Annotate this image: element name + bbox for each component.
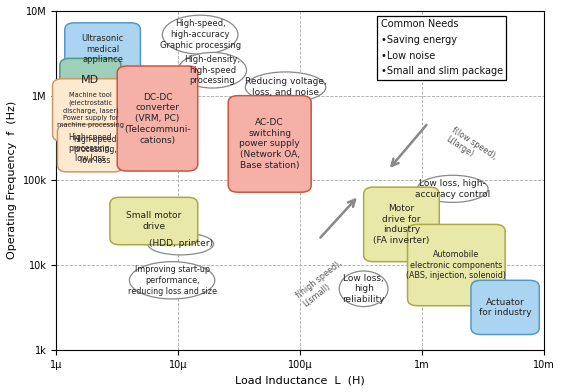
Text: Motor
drive for
industry
(FA inverter): Motor drive for industry (FA inverter): [373, 204, 429, 245]
FancyBboxPatch shape: [110, 197, 198, 245]
FancyBboxPatch shape: [53, 79, 128, 142]
Y-axis label: Operating Frequency  f  (Hz): Operating Frequency f (Hz): [7, 101, 17, 260]
Text: Low loss, high-
accuracy control: Low loss, high- accuracy control: [415, 179, 490, 199]
Text: MD: MD: [81, 75, 99, 85]
Text: Ultrasonic
medical
appliance: Ultrasonic medical appliance: [81, 34, 124, 64]
Text: Machine tool
(electrostatic
discharge, laser)
Power supply for
machine processin: Machine tool (electrostatic discharge, l…: [57, 92, 124, 128]
Text: Low loss,
high
reliability: Low loss, high reliability: [342, 274, 385, 304]
X-axis label: Load Inductance  L  (H): Load Inductance L (H): [235, 375, 365, 385]
FancyBboxPatch shape: [57, 124, 123, 172]
Ellipse shape: [339, 271, 388, 307]
FancyBboxPatch shape: [471, 280, 540, 334]
Ellipse shape: [245, 72, 326, 102]
Text: High-density,
high-speed
processing: High-density, high-speed processing: [184, 55, 241, 85]
Ellipse shape: [70, 132, 121, 168]
FancyBboxPatch shape: [65, 23, 140, 75]
Text: (HDD, printer): (HDD, printer): [149, 240, 212, 249]
Ellipse shape: [129, 262, 215, 299]
Ellipse shape: [148, 233, 214, 255]
FancyBboxPatch shape: [364, 187, 439, 262]
FancyBboxPatch shape: [407, 224, 505, 306]
Ellipse shape: [418, 175, 488, 202]
FancyBboxPatch shape: [228, 96, 311, 192]
Text: AC-DC
switching
power supply
(Network OA,
Base station): AC-DC switching power supply (Network OA…: [239, 118, 300, 170]
Text: High-speed
processing,
low loss: High-speed processing, low loss: [74, 134, 117, 165]
Text: Small motor
drive: Small motor drive: [126, 211, 182, 231]
Ellipse shape: [162, 15, 238, 54]
Ellipse shape: [178, 53, 247, 88]
Text: DC-DC
converter
(VRM, PC)
(Telecommuni-
cations): DC-DC converter (VRM, PC) (Telecommuni- …: [124, 93, 191, 145]
Text: High-speed,
high-accuracy
Graphic processing: High-speed, high-accuracy Graphic proces…: [160, 20, 241, 50]
Text: f(high speed),
L(small): f(high speed), L(small): [294, 258, 350, 309]
Text: Automobile
electronic components
(ABS, injection, solenoid): Automobile electronic components (ABS, i…: [406, 250, 506, 280]
Text: Actuator
for industry: Actuator for industry: [479, 298, 532, 317]
Text: Common Needs
•Saving energy
•Low noise
•Small and slim package: Common Needs •Saving energy •Low noise •…: [380, 20, 503, 76]
Text: Improving start-up
performance,
reducing loss and size: Improving start-up performance, reducing…: [128, 265, 216, 296]
Text: f(low speed),
L(large): f(low speed), L(large): [444, 125, 498, 171]
Text: Reducing voltage,
loss, and noise: Reducing voltage, loss, and noise: [244, 77, 327, 97]
FancyBboxPatch shape: [60, 58, 121, 102]
Text: High-speed
processing,
low loss: High-speed processing, low loss: [69, 133, 112, 163]
FancyBboxPatch shape: [117, 66, 198, 171]
